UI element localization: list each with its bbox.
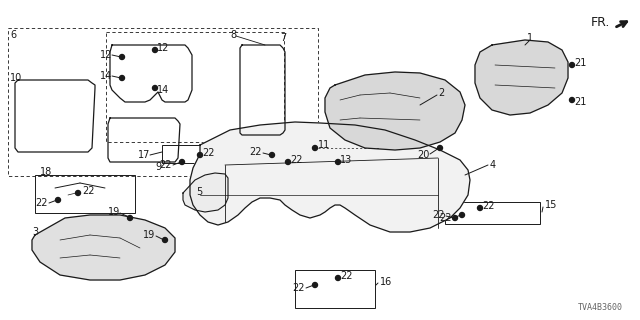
Circle shape	[152, 85, 157, 91]
Text: 14: 14	[100, 71, 112, 81]
Text: 12: 12	[157, 43, 170, 53]
Text: 18: 18	[40, 167, 52, 177]
Polygon shape	[325, 72, 465, 150]
Circle shape	[285, 159, 291, 164]
Polygon shape	[475, 40, 568, 115]
Text: 11: 11	[318, 140, 330, 150]
Text: 5: 5	[196, 187, 202, 197]
Text: 6: 6	[10, 30, 16, 40]
Circle shape	[460, 212, 465, 218]
Bar	[445, 202, 540, 224]
Text: 13: 13	[340, 155, 352, 165]
Text: 21: 21	[574, 58, 586, 68]
Circle shape	[312, 283, 317, 287]
Text: 1: 1	[527, 33, 533, 43]
Text: 22: 22	[35, 198, 48, 208]
Polygon shape	[183, 173, 228, 212]
Text: 22: 22	[440, 213, 452, 223]
Text: 20: 20	[418, 150, 430, 160]
Circle shape	[335, 159, 340, 164]
Text: 22: 22	[159, 160, 172, 170]
Text: 2: 2	[438, 88, 444, 98]
Circle shape	[127, 215, 132, 220]
Circle shape	[570, 62, 575, 68]
Text: 22: 22	[250, 147, 262, 157]
Text: 22: 22	[340, 271, 353, 281]
Text: 3: 3	[32, 227, 38, 237]
Bar	[8, 28, 318, 176]
Text: 19: 19	[108, 207, 120, 217]
Text: 8: 8	[230, 30, 236, 40]
Bar	[162, 145, 227, 163]
Text: 17: 17	[138, 150, 150, 160]
Text: 19: 19	[143, 230, 155, 240]
Circle shape	[120, 54, 125, 60]
Circle shape	[312, 146, 317, 150]
Circle shape	[452, 215, 458, 220]
Circle shape	[335, 276, 340, 281]
Bar	[35, 175, 135, 213]
Polygon shape	[32, 215, 175, 280]
Text: 22: 22	[292, 283, 305, 293]
Text: 21: 21	[574, 97, 586, 107]
Circle shape	[76, 190, 81, 196]
Circle shape	[198, 153, 202, 157]
Circle shape	[269, 153, 275, 157]
Polygon shape	[190, 122, 470, 232]
Circle shape	[56, 197, 61, 203]
Text: 15: 15	[545, 200, 557, 210]
Circle shape	[570, 98, 575, 102]
Text: 14: 14	[157, 85, 169, 95]
Text: 22: 22	[433, 210, 445, 220]
Circle shape	[477, 205, 483, 211]
Bar	[106, 32, 284, 142]
Text: 4: 4	[490, 160, 496, 170]
Text: TVA4B3600: TVA4B3600	[578, 303, 623, 312]
Circle shape	[163, 237, 168, 243]
Text: 22: 22	[290, 155, 303, 165]
Circle shape	[438, 146, 442, 150]
Text: 16: 16	[380, 277, 392, 287]
Text: 22: 22	[82, 186, 95, 196]
Text: 9: 9	[155, 162, 161, 172]
Bar	[295, 270, 375, 308]
Text: 22: 22	[202, 148, 214, 158]
Text: 12: 12	[100, 50, 112, 60]
Text: 7: 7	[280, 33, 286, 43]
Circle shape	[120, 76, 125, 81]
Circle shape	[152, 47, 157, 52]
Text: 22: 22	[482, 201, 495, 211]
Text: 10: 10	[10, 73, 22, 83]
Text: FR.: FR.	[591, 15, 611, 28]
Circle shape	[179, 159, 184, 164]
